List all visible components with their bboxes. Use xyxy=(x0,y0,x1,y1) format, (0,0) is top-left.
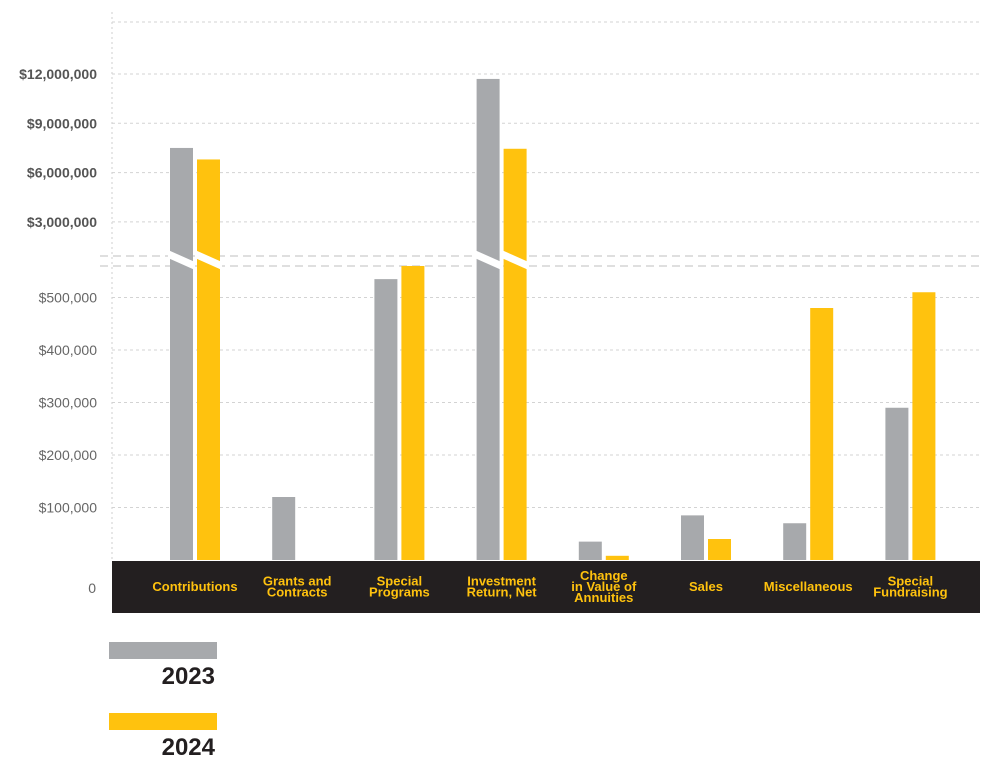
y-tick-label: $3,000,000 xyxy=(27,214,97,230)
bar-2023 xyxy=(681,515,704,560)
bar-2023 xyxy=(578,541,602,560)
bar-2023 xyxy=(476,78,500,561)
bar-break-mark xyxy=(501,250,529,270)
bar-2023 xyxy=(783,523,807,560)
category-label-line: Fundraising xyxy=(873,585,947,600)
y-tick-label: $400,000 xyxy=(39,342,98,358)
y-tick-label: $300,000 xyxy=(39,395,98,411)
category-band xyxy=(112,561,980,613)
bar-2023 xyxy=(272,497,296,560)
bar-2024 xyxy=(197,159,220,560)
category-label-line: Investment xyxy=(467,574,536,589)
y-tick-label: $200,000 xyxy=(39,447,98,463)
bar-2023 xyxy=(374,279,398,560)
bars xyxy=(170,78,936,561)
legend-swatch-2024 xyxy=(109,713,217,730)
category-label-line: Annuities xyxy=(574,590,633,605)
bar-2023 xyxy=(885,407,909,560)
y-tick-label: $9,000,000 xyxy=(27,115,97,131)
revenue-bar-chart: 0 $100,000 $200,000 $300,000 $400,000 $500,00… xyxy=(19,12,982,613)
category-label: Contributions xyxy=(152,579,237,594)
category-label: Special Programs xyxy=(369,574,430,600)
bar-2024 xyxy=(912,292,936,560)
y-tick-label: $6,000,000 xyxy=(27,165,97,181)
category-label-line: Return, Net xyxy=(467,585,538,600)
legend-label-2024: 2024 xyxy=(161,734,215,761)
category-label: Sales xyxy=(689,579,723,594)
bar-2024 xyxy=(708,539,731,560)
category-label: Special Fundraising xyxy=(873,574,947,600)
category-label-line: Programs xyxy=(369,585,430,600)
bar-2024 xyxy=(503,148,527,560)
category-label: Grants and Contracts xyxy=(263,574,332,600)
category-label-line: Special xyxy=(377,574,423,589)
category-label: Change in Value of Annuities xyxy=(571,568,637,605)
bar-break-mark xyxy=(195,250,222,270)
bar-break-mark xyxy=(168,250,195,270)
y-tick-label: 0 xyxy=(88,580,96,596)
axis-break-marks xyxy=(168,250,529,270)
category-label-line: Special xyxy=(888,574,934,589)
category-label: Miscellaneous xyxy=(764,579,853,594)
category-label-line: in Value of xyxy=(571,579,637,594)
category-label-line: Contracts xyxy=(267,585,328,600)
y-axis-tick-labels: 0 $100,000 $200,000 $300,000 $400,000 $500,00… xyxy=(19,66,97,596)
bar-2024 xyxy=(810,308,834,560)
legend-swatch-2023 xyxy=(109,642,217,659)
category-label-line: Sales xyxy=(689,579,723,594)
category-label: Investment Return, Net xyxy=(467,574,538,600)
y-tick-label: $100,000 xyxy=(39,500,98,516)
bar-2023 xyxy=(170,147,193,560)
y-tick-label: $500,000 xyxy=(39,290,98,306)
bar-2024 xyxy=(605,555,629,560)
legend-label-2023: 2023 xyxy=(161,663,215,690)
grid-lines xyxy=(100,12,982,560)
category-label-line: Change xyxy=(580,568,628,583)
y-tick-label: $12,000,000 xyxy=(19,66,97,82)
bar-break-mark xyxy=(474,250,502,270)
category-label-line: Contributions xyxy=(152,579,237,594)
bar-2024 xyxy=(401,266,425,560)
category-label-line: Grants and xyxy=(263,574,332,589)
category-label-line: Miscellaneous xyxy=(764,579,853,594)
